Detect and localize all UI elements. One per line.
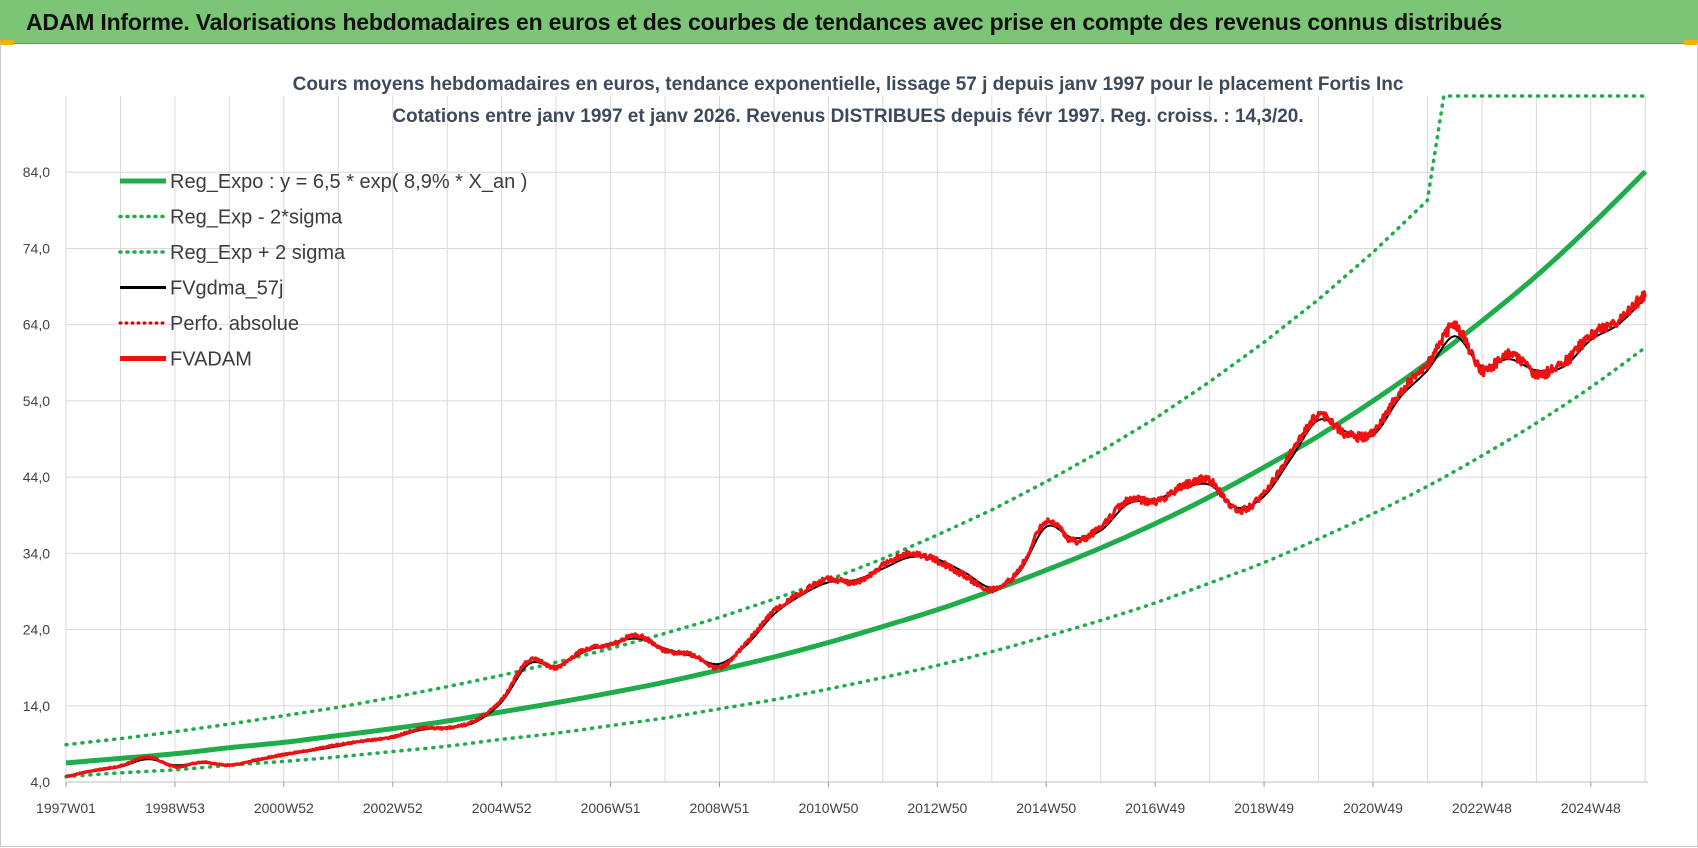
- series-fvadam: [64, 290, 1647, 779]
- y-tick-label: 54,0: [23, 393, 50, 409]
- y-tick-label: 64,0: [23, 317, 50, 333]
- y-tick-label: 44,0: [23, 469, 50, 485]
- legend-label-5: FVADAM: [170, 349, 252, 371]
- x-tick-label: 1997W01: [36, 800, 96, 816]
- legend-label-0: Reg_Expo : y = 6,5 * exp( 8,9% * X_an ): [170, 171, 527, 193]
- series-reg-expo: [65, 169, 1648, 766]
- series-reg-minus-2sigma: [64, 345, 1648, 779]
- x-tick-label: 2008W51: [690, 800, 750, 816]
- y-axis-ticks: 84,0 74,0 64,0 54,0 44,0 34,0 24,0 14,0 4,0: [23, 164, 50, 790]
- x-axis-ticks: 1997W01 1998W53 2000W52 2002W52 2004W52 2006W…: [36, 782, 1621, 816]
- corner-marker-left: [0, 40, 14, 45]
- legend: Reg_Expo : y = 6,5 * exp( 8,9% * X_an ) R…: [118, 171, 527, 371]
- legend-label-1: Reg_Exp - 2*sigma: [170, 207, 343, 229]
- x-tick-label: 2024W48: [1561, 800, 1621, 816]
- corner-marker-right: [1684, 40, 1698, 45]
- y-tick-label: 34,0: [23, 545, 50, 561]
- chart-subtitle: Cotations entre janv 1997 et janv 2026. …: [392, 106, 1303, 127]
- x-tick-label: 2004W52: [472, 800, 532, 816]
- x-tick-label: 2016W49: [1125, 800, 1185, 816]
- y-tick-label: 24,0: [23, 622, 50, 638]
- x-tick-label: 1998W53: [145, 800, 205, 816]
- x-tick-label: 2014W50: [1016, 800, 1076, 816]
- series-reg-plus-2sigma: [64, 94, 1648, 747]
- grid: [65, 96, 1648, 783]
- title-banner: ADAM Informe. Valorisations hebdomadaire…: [0, 0, 1698, 44]
- y-tick-label: 74,0: [23, 240, 50, 256]
- x-tick-label: 2000W52: [254, 800, 314, 816]
- x-tick-label: 2020W49: [1343, 800, 1403, 816]
- chart-title: Cours moyens hebdomadaires en euros, ten…: [293, 74, 1404, 95]
- series-fvgdma-57j: [65, 297, 1647, 777]
- legend-label-3: FVgdma_57j: [170, 278, 283, 300]
- x-tick-label: 2022W48: [1452, 800, 1512, 816]
- y-tick-label: 14,0: [23, 698, 50, 714]
- series: [64, 94, 1648, 779]
- x-tick-label: 2006W51: [581, 800, 641, 816]
- y-tick-label: 84,0: [23, 164, 50, 180]
- y-tick-label: 4,0: [31, 774, 51, 790]
- banner-title: ADAM Informe. Valorisations hebdomadaire…: [26, 9, 1503, 35]
- x-tick-label: 2012W50: [907, 800, 967, 816]
- x-tick-label: 2002W52: [363, 800, 423, 816]
- legend-label-4: Perfo. absolue: [170, 313, 299, 335]
- x-tick-label: 2010W50: [798, 800, 858, 816]
- x-tick-label: 2018W49: [1234, 800, 1294, 816]
- legend-label-2: Reg_Exp + 2 sigma: [170, 242, 346, 264]
